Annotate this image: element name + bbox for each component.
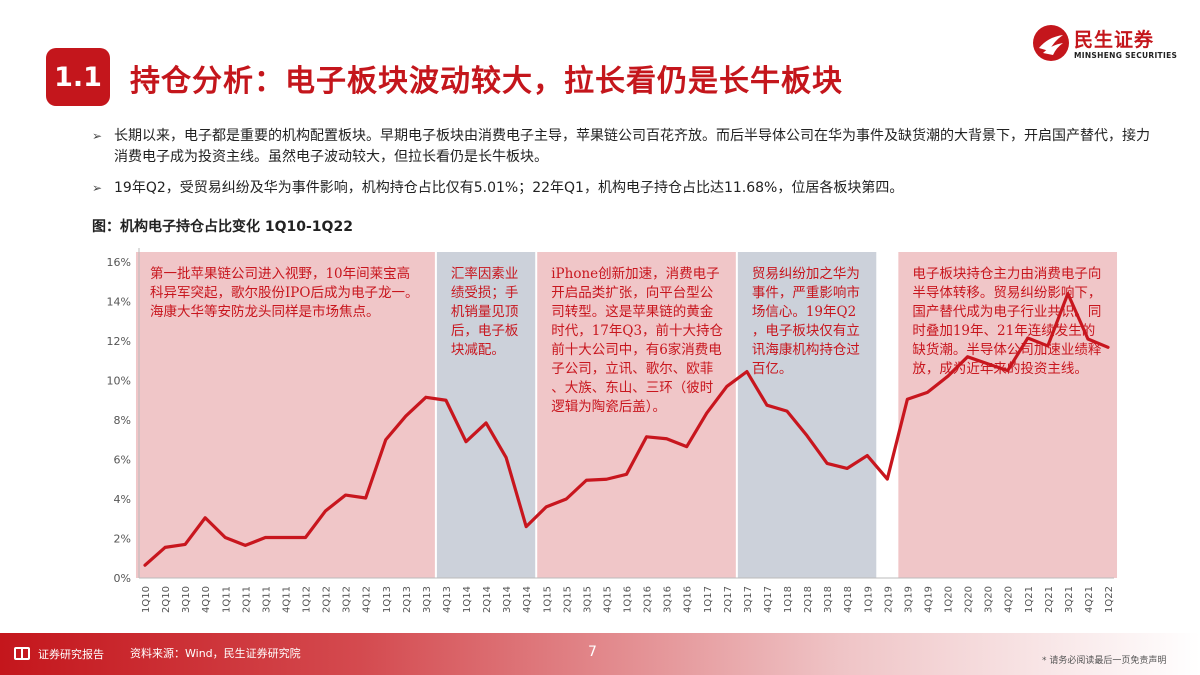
- x-tick-label: 4Q20: [1004, 586, 1015, 613]
- x-tick-label: 3Q14: [502, 586, 513, 613]
- x-tick-label: 3Q16: [663, 586, 674, 613]
- chart-band-4: [898, 252, 1118, 578]
- x-tick-label: 2Q10: [161, 586, 172, 613]
- x-tick-label: 1Q15: [542, 586, 553, 613]
- chart-band-0: [135, 252, 435, 578]
- x-tick-label: 1Q19: [863, 586, 874, 613]
- x-tick-label: 2Q17: [723, 586, 734, 613]
- figure-title: 图：机构电子持仓占比变化 1Q10-1Q22: [92, 219, 353, 235]
- x-tick-label: 1Q12: [302, 586, 313, 613]
- x-tick-label: 4Q15: [602, 586, 613, 613]
- y-tick-label: 8%: [114, 414, 131, 427]
- x-tick-label: 2Q18: [803, 586, 814, 613]
- brand-logo: 民生证券 MINSHENG SECURITIES: [1032, 24, 1177, 66]
- chart-band-2: [537, 252, 736, 578]
- x-tick-label: 3Q10: [181, 586, 192, 613]
- x-tick-label: 1Q10: [141, 586, 152, 613]
- x-tick-label: 3Q17: [743, 586, 754, 613]
- x-tick-label: 4Q17: [763, 586, 774, 613]
- y-tick-label: 2%: [114, 533, 131, 546]
- x-tick-label: 3Q18: [823, 586, 834, 613]
- x-tick-label: 1Q17: [703, 586, 714, 613]
- book-icon: [14, 647, 30, 660]
- x-tick-label: 3Q20: [984, 586, 995, 613]
- page-title: 持仓分析：电子板块波动较大，拉长看仍是长牛板块: [130, 64, 843, 99]
- x-tick-label: 2Q14: [482, 586, 493, 613]
- x-tick-label: 1Q21: [1024, 586, 1035, 613]
- x-tick-label: 3Q13: [422, 586, 433, 613]
- x-tick-label: 2Q21: [1044, 586, 1055, 613]
- y-tick-label: 14%: [107, 296, 131, 309]
- x-tick-label: 4Q11: [281, 586, 292, 613]
- footer-report-label: 证券研究报告: [38, 648, 104, 661]
- bullet-item: ➢ 19年Q2，受贸易纠纷及华为事件影响，机构持仓占比仅有5.01%；22年Q1…: [92, 178, 1152, 199]
- x-tick-label: 2Q12: [322, 586, 333, 613]
- y-tick-label: 0%: [114, 572, 131, 585]
- x-tick-label: 4Q14: [522, 586, 533, 613]
- x-tick-label: 2Q11: [241, 586, 252, 613]
- x-tick-label: 1Q20: [944, 586, 955, 613]
- bullet-text: 19年Q2，受贸易纠纷及华为事件影响，机构持仓占比仅有5.01%；22年Q1，机…: [114, 180, 904, 196]
- bullet-item: ➢ 长期以来，电子都是重要的机构配置板块。早期电子板块由消费电子主导，苹果链公司…: [92, 126, 1152, 168]
- bullet-arrow-icon: ➢: [92, 181, 103, 195]
- x-tick-label: 3Q15: [582, 586, 593, 613]
- y-tick-label: 12%: [107, 335, 131, 348]
- x-tick-label: 2Q13: [402, 586, 413, 613]
- minsheng-logo-icon: [1033, 25, 1069, 61]
- footer-source: 资料来源：Wind，民生证券研究院: [130, 647, 301, 660]
- footer: 证券研究报告 资料来源：Wind，民生证券研究院 7 * 请务必阅读最后一页免责…: [0, 633, 1200, 675]
- holding-ratio-line-chart: 0% 2% 4% 6% 8% 10% 12% 14% 16% 1Q10 2Q10 3Q10 4Q10 1Q…: [107, 248, 1118, 613]
- x-tick-label: 3Q12: [342, 586, 353, 613]
- footer-bar: [0, 633, 1200, 675]
- x-tick-label: 2Q20: [964, 586, 975, 613]
- y-tick-label: 16%: [107, 256, 131, 269]
- x-tick-label: 1Q16: [623, 586, 634, 613]
- x-tick-label: 1Q18: [783, 586, 794, 613]
- x-tick-label: 4Q13: [442, 586, 453, 613]
- band-annotation-2: iPhone创新加速，消费电子开启品类扩张，向平台型公司转型。这是苹果链的黄金时…: [551, 266, 723, 415]
- x-tick-label: 4Q19: [923, 586, 934, 613]
- band-annotation-0: 第一批苹果链公司进入视野，10年间莱宝高科异军突起，歌尔股份IPO后成为电子龙一…: [150, 265, 418, 320]
- x-tick-label: 4Q18: [843, 586, 854, 613]
- page-number: 7: [588, 644, 597, 660]
- x-tick-label: 3Q11: [261, 586, 272, 613]
- y-tick-label: 6%: [114, 454, 131, 467]
- chart-band-3: [737, 252, 877, 578]
- x-tick-label: 1Q14: [462, 586, 473, 613]
- x-tick-label: 2Q15: [562, 586, 573, 613]
- x-tick-label: 2Q19: [883, 586, 894, 613]
- bullet-text: 长期以来，电子都是重要的机构配置板块。早期电子板块由消费电子主导，苹果链公司百花…: [114, 128, 1150, 165]
- section-badge: 1.1: [46, 48, 110, 106]
- x-tick-label: 2Q16: [643, 586, 654, 613]
- band-annotation-4: 电子板块持仓主力由消费电子向半导体转移。贸易纠纷影响下，国产替代成为电子行业共识…: [912, 266, 1101, 377]
- series-line: [143, 291, 1110, 567]
- x-tick-label: 4Q16: [683, 586, 694, 613]
- x-tick-label: 3Q19: [903, 586, 914, 613]
- x-tick-label: 4Q21: [1084, 586, 1095, 613]
- band-annotation-3: 贸易纠纷加之华为事件，严重影响市场信心。19年Q2 ，电子板块仅有立讯海康机构持仓…: [752, 266, 860, 377]
- y-tick-label: 4%: [114, 493, 131, 506]
- band-annotation-1: 汇率因素业绩受损；手机销量见顶后，电子板块减配。: [451, 265, 519, 358]
- x-tick-label: 4Q12: [362, 586, 373, 613]
- logo-english-name: MINSHENG SECURITIES: [1074, 51, 1178, 60]
- bullet-list: ➢ 长期以来，电子都是重要的机构配置板块。早期电子板块由消费电子主导，苹果链公司…: [92, 126, 1152, 209]
- x-tick-label: 1Q13: [382, 586, 393, 613]
- x-tick-label: 1Q22: [1104, 586, 1115, 613]
- x-tick-label: 3Q21: [1064, 586, 1075, 613]
- logo-chinese-name: 民生证券: [1074, 29, 1155, 51]
- y-tick-label: 10%: [107, 375, 131, 388]
- x-tick-label: 1Q11: [221, 586, 232, 613]
- footer-disclaimer: * 请务必阅读最后一页免责声明: [1042, 656, 1167, 666]
- x-tick-label: 4Q10: [201, 586, 212, 613]
- bullet-arrow-icon: ➢: [92, 129, 103, 143]
